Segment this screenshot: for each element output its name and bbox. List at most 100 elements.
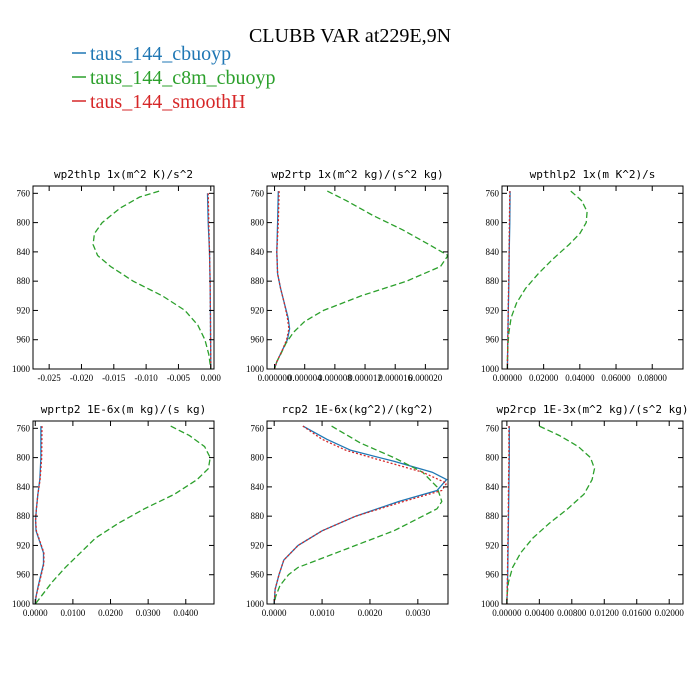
y-tick-label: 880	[251, 276, 265, 286]
panel: wp2thlp 1x(m^2 K)/s^2 760 800 840 880 920 960 1…	[12, 168, 221, 383]
legend-label-c8m: taus_144_c8m_cbuoyp	[90, 67, 276, 89]
panel: rcp2 1E-6x(kg^2)/(kg^2) 760 800 840 880 920 96…	[246, 403, 449, 618]
y-tick-label: 1000	[246, 599, 265, 609]
x-tick-label: -0.020	[70, 373, 94, 383]
y-tick-label: 880	[17, 511, 31, 521]
plot-frame	[32, 420, 215, 605]
y-tick-label: 1000	[246, 364, 265, 374]
y-tick-label: 800	[17, 218, 31, 228]
x-tick-label: 0.000008	[318, 373, 352, 383]
series-line	[273, 425, 448, 604]
series-group	[506, 425, 596, 604]
x-tick-label: 0.00800	[557, 608, 587, 618]
y-tick-label: 760	[486, 188, 500, 198]
x-tick-label: 0.0100	[61, 608, 86, 618]
plot-frame	[266, 420, 449, 605]
series-group	[92, 190, 212, 369]
x-tick-label: 0.00400	[525, 608, 555, 618]
y-tick-label: 760	[251, 423, 265, 433]
series-line	[506, 190, 588, 369]
series-line	[273, 191, 290, 369]
y-tick-label: 920	[486, 305, 500, 315]
y-tick-label: 840	[486, 482, 500, 492]
x-tick-label: 0.0200	[98, 608, 123, 618]
y-tick-label: 760	[17, 423, 31, 433]
x-tick-label: 0.02000	[529, 373, 559, 383]
x-tick-label: 0.04000	[565, 373, 595, 383]
panel-title: wp2rtp 1x(m^2 kg)/(s^2 kg)	[271, 168, 443, 181]
x-tick-label: 0.06000	[601, 373, 631, 383]
series-line	[506, 191, 511, 369]
series-line	[207, 193, 212, 369]
panel: wp2rtp 1x(m^2 kg)/(s^2 kg) 760 800 840 880 92…	[246, 168, 449, 383]
panel-title: wpthlp2 1x(m K^2)/s	[530, 168, 656, 181]
x-tick-label: 0.0300	[136, 608, 161, 618]
y-tick-label: 920	[251, 540, 265, 550]
x-tick-label: 0.000000	[258, 373, 292, 383]
x-tick-label: 0.000012	[348, 373, 382, 383]
series-group	[506, 190, 588, 369]
x-tick-label: 0.000016	[378, 373, 412, 383]
y-tick-label: 800	[251, 453, 265, 463]
plot-frame	[266, 185, 449, 370]
x-tick-label: 0.0010	[310, 608, 335, 618]
panel-title: rcp2 1E-6x(kg^2)/(kg^2)	[281, 403, 433, 416]
y-tick-label: 840	[251, 247, 265, 257]
y-tick-label: 800	[486, 218, 500, 228]
series-line	[92, 190, 212, 369]
y-tick-label: 920	[17, 305, 31, 315]
y-tick-label: 760	[486, 423, 500, 433]
x-tick-label: -0.010	[135, 373, 159, 383]
y-tick-label: 800	[17, 453, 31, 463]
x-tick-label: 0.00000	[492, 608, 522, 618]
x-tick-label: -0.025	[38, 373, 62, 383]
y-tick-label: 960	[17, 570, 31, 580]
y-tick-label: 880	[486, 511, 500, 521]
series-group	[34, 425, 211, 604]
y-tick-label: 760	[251, 188, 265, 198]
series-line	[34, 425, 211, 604]
panel-title: wp2thlp 1x(m^2 K)/s^2	[54, 168, 193, 181]
series-line	[273, 425, 443, 604]
panel-title: wp2rcp 1E-3x(m^2 kg)/(s^2 kg)	[496, 403, 688, 416]
x-tick-label: 0.0000	[23, 608, 48, 618]
legend-label-cbuoyp: taus_144_cbuoyp	[90, 43, 231, 65]
y-tick-label: 960	[251, 335, 265, 345]
y-tick-label: 920	[486, 540, 500, 550]
y-tick-label: 880	[251, 511, 265, 521]
panel: wprtp2 1E-6x(m kg)/(s kg) 760 800 840 880 920…	[12, 403, 215, 618]
plot-frame	[501, 185, 684, 370]
x-tick-label: 0.0030	[405, 608, 430, 618]
y-tick-label: 840	[17, 247, 31, 257]
plot-frame	[32, 185, 215, 370]
y-tick-label: 960	[17, 335, 31, 345]
y-tick-label: 840	[486, 247, 500, 257]
y-tick-label: 920	[17, 540, 31, 550]
x-tick-label: 0.000004	[288, 373, 322, 383]
plot-frame	[501, 420, 684, 605]
x-tick-label: 0.00000	[493, 373, 523, 383]
y-tick-label: 880	[17, 276, 31, 286]
x-tick-label: 0.000020	[409, 373, 443, 383]
series-line	[506, 426, 510, 604]
x-tick-label: -0.005	[167, 373, 191, 383]
y-tick-label: 1000	[481, 599, 500, 609]
y-tick-label: 1000	[12, 599, 31, 609]
series-line	[34, 426, 45, 604]
x-tick-label: 0.08000	[638, 373, 668, 383]
x-tick-label: 0.01200	[590, 608, 620, 618]
figure-title: CLUBB VAR at229E,9N	[249, 25, 451, 47]
y-tick-label: 880	[486, 276, 500, 286]
panel: wpthlp2 1x(m K^2)/s 760 800 840 880 920 960 100…	[481, 168, 684, 383]
x-tick-label: 0.0000	[262, 608, 287, 618]
series-group	[273, 425, 448, 604]
x-tick-label: -0.015	[102, 373, 126, 383]
panels: wp2thlp 1x(m^2 K)/s^2 760 800 840 880 920 960 1…	[12, 168, 689, 618]
panel: wp2rcp 1E-3x(m^2 kg)/(s^2 kg) 760 800 840 88…	[481, 403, 689, 618]
y-tick-label: 1000	[481, 364, 500, 374]
x-tick-label: 0.000	[201, 373, 222, 383]
y-tick-label: 840	[17, 482, 31, 492]
y-tick-label: 840	[251, 482, 265, 492]
x-tick-label: 0.01600	[622, 608, 652, 618]
